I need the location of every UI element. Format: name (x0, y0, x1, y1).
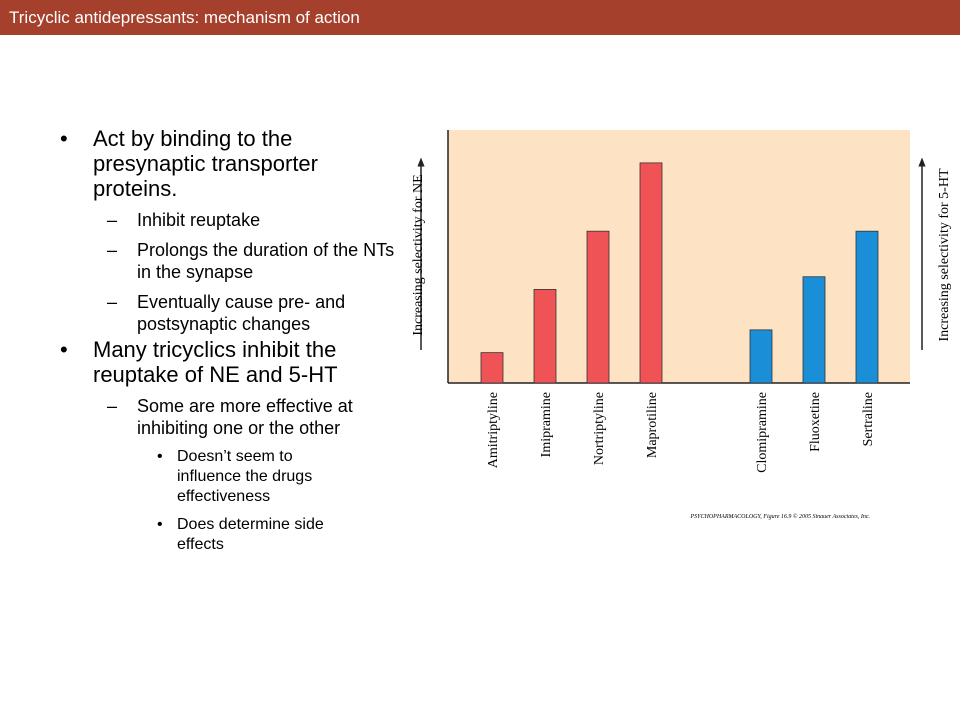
bullet-item: – Eventually cause pre- and postsynaptic … (0, 291, 402, 335)
bullet-marker: • (157, 516, 163, 533)
y2-axis-label: Increasing selectivity for 5-HT (937, 168, 952, 341)
bullet-marker: – (107, 396, 118, 416)
bar (802, 276, 826, 384)
bar (586, 230, 610, 384)
x-tick-label: Nortriptyline (592, 392, 607, 465)
header-title: Tricyclic antidepressants: mechanism of … (9, 8, 360, 27)
bullet-text: Prolongs the duration of the NTs in the … (137, 240, 395, 282)
bullet-item: • Doesn’t seem to influence the drugs eff… (0, 447, 357, 507)
x-tick-label: Sertraline (861, 392, 876, 446)
bullet-item: • Many tricyclics inhibit the reuptake of… (0, 337, 393, 387)
bullet-marker: • (157, 448, 163, 465)
bullet-text: Many tricyclics inhibit the reuptake of … (93, 337, 338, 387)
bullet-marker: • (60, 126, 68, 151)
bullet-item: – Inhibit reuptake (0, 209, 402, 231)
bullet-text: Eventually cause pre- and postsynaptic c… (137, 292, 346, 334)
bullet-list: • Act by binding to the presynaptic trans… (0, 124, 410, 555)
bullet-item: • Does determine side effects (0, 515, 357, 555)
x-tick-label: Clomipramine (755, 392, 770, 473)
bullet-text: Doesn’t seem to influence the drugs effe… (177, 448, 313, 505)
bullet-item: – Prolongs the duration of the NTs in the… (0, 239, 402, 283)
bullet-marker: – (107, 210, 118, 230)
x-tick-label: Imipramine (539, 392, 554, 457)
bullet-item: • Act by binding to the presynaptic trans… (0, 126, 393, 201)
y-axis-label: Increasing selectivity for NE (411, 174, 426, 335)
bar (639, 162, 663, 384)
plot-background (448, 130, 910, 383)
bullet-text: Does determine side effects (177, 516, 324, 553)
bar (855, 230, 879, 384)
bar (749, 329, 773, 384)
bullet-item: – Some are more effective at inhibiting o… (0, 395, 402, 439)
bar (480, 352, 504, 384)
bullet-marker: – (107, 292, 118, 312)
x-tick-label: Amitriptyline (486, 392, 501, 468)
header-bar: Tricyclic antidepressants: mechanism of … (0, 0, 960, 35)
credit: PSYCHOPHARMACOLOGY, Figure 16.9 © 2005 S… (690, 513, 871, 520)
bullet-text: Some are more effective at inhibiting on… (137, 396, 353, 438)
bullet-marker: • (60, 337, 68, 362)
x-tick-label: Fluoxetine (808, 392, 823, 452)
bar (533, 288, 557, 384)
x-tick-label: Maprotiline (645, 392, 660, 458)
bullet-text: Act by binding to the presynaptic transp… (93, 126, 318, 201)
bullet-text: Inhibit reuptake (137, 210, 261, 230)
bullet-marker: – (107, 240, 118, 260)
